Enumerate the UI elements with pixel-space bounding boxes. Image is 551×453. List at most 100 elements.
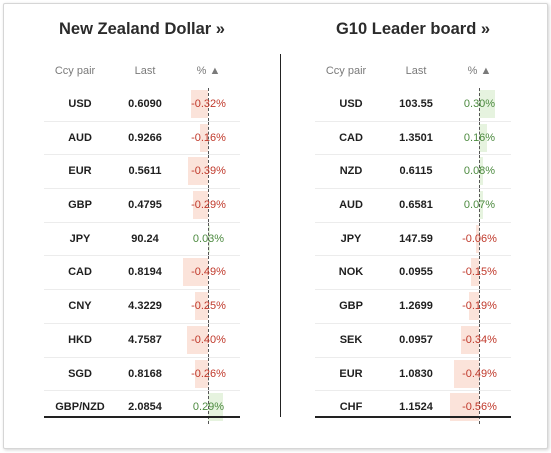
currency-pair: HKD bbox=[68, 333, 92, 346]
table-bottom-rule bbox=[44, 416, 240, 418]
g10-panel-title-link[interactable]: G10 Leader board » bbox=[335, 20, 491, 38]
percent-change: -0.49% bbox=[191, 266, 226, 279]
percent-change: 0.16% bbox=[463, 131, 496, 144]
zero-line bbox=[479, 155, 480, 189]
change-bar bbox=[187, 157, 208, 186]
table-header: Ccy pair Last % ▲ bbox=[315, 62, 511, 86]
g10-table-body: USD 103.55 0.30% CAD 1.3501 0.16% NZD 0.6115 0.0… bbox=[315, 88, 511, 424]
table-row[interactable]: EUR 1.0830 -0.49% bbox=[315, 356, 511, 391]
percent-change: -0.26% bbox=[191, 367, 226, 380]
currency-pair: AUD bbox=[68, 131, 92, 144]
currency-pair: GBP bbox=[68, 199, 92, 212]
column-header-pct-sort[interactable]: % ▲ bbox=[196, 65, 221, 77]
currency-pair: GBP/NZD bbox=[55, 401, 105, 414]
zero-line bbox=[208, 256, 209, 290]
column-header-last: Last bbox=[405, 65, 427, 77]
percent-change: -0.32% bbox=[191, 98, 226, 110]
table-row[interactable]: HKD 4.7587 -0.40% bbox=[44, 322, 240, 357]
percent-change: -0.25% bbox=[191, 300, 226, 313]
percent-change: 0.30% bbox=[463, 98, 496, 110]
currency-pair: CAD bbox=[68, 266, 92, 279]
zero-line bbox=[208, 155, 209, 189]
table-row[interactable]: CNY 4.3229 -0.25% bbox=[44, 289, 240, 323]
zero-line bbox=[208, 222, 209, 256]
change-cell: -0.25% bbox=[177, 290, 240, 323]
zero-line bbox=[479, 256, 480, 290]
percent-change: -0.49% bbox=[462, 367, 497, 380]
table-row[interactable]: SGD 0.8168 -0.26% bbox=[44, 356, 240, 391]
table-row[interactable]: NOK 0.0955 -0.15% bbox=[315, 255, 511, 290]
currency-pair: EUR bbox=[68, 165, 92, 178]
currency-pair: USD bbox=[339, 98, 363, 110]
table-row[interactable]: CHF 1.1524 -0.56% bbox=[315, 390, 511, 424]
zero-line bbox=[208, 121, 209, 155]
table-row[interactable]: NZD 0.6115 0.08% bbox=[315, 154, 511, 189]
last-price: 103.55 bbox=[399, 98, 433, 110]
zero-line bbox=[208, 88, 209, 121]
change-bar bbox=[208, 393, 223, 422]
table-row[interactable]: AUD 0.9266 -0.16% bbox=[44, 120, 240, 155]
percent-change: -0.19% bbox=[462, 300, 497, 313]
change-cell: -0.06% bbox=[448, 222, 511, 256]
table-row[interactable]: USD 0.6090 -0.32% bbox=[44, 88, 240, 121]
zero-line bbox=[208, 290, 209, 323]
table-row[interactable]: JPY 90.24 0.03% bbox=[44, 221, 240, 256]
table-row[interactable]: GBP/NZD 2.0854 0.29% bbox=[44, 390, 240, 424]
table-row[interactable]: JPY 147.59 -0.06% bbox=[315, 221, 511, 256]
change-bar bbox=[182, 258, 208, 287]
percent-change: -0.06% bbox=[462, 232, 497, 245]
column-header-pct-sort[interactable]: % ▲ bbox=[467, 65, 492, 77]
last-price: 1.2699 bbox=[399, 300, 433, 313]
change-cell: -0.19% bbox=[448, 290, 511, 323]
change-cell: -0.26% bbox=[177, 357, 240, 391]
widget-frame: New Zealand Dollar » Ccy pair Last % ▲ U… bbox=[3, 3, 548, 449]
table-row[interactable]: CAD 0.8194 -0.49% bbox=[44, 255, 240, 290]
last-price: 0.0955 bbox=[399, 266, 433, 279]
last-price: 1.1524 bbox=[399, 401, 433, 414]
change-bar bbox=[195, 292, 208, 321]
change-cell: 0.16% bbox=[448, 121, 511, 155]
last-price: 0.6115 bbox=[399, 165, 433, 178]
change-bar bbox=[193, 191, 208, 220]
table-row[interactable]: AUD 0.6581 0.07% bbox=[315, 188, 511, 222]
currency-pair: JPY bbox=[69, 232, 91, 245]
change-cell: -0.16% bbox=[177, 121, 240, 155]
percent-change: 0.03% bbox=[192, 232, 225, 245]
table-row[interactable]: EUR 0.5611 -0.39% bbox=[44, 154, 240, 189]
percent-change: -0.16% bbox=[191, 131, 226, 144]
last-price: 4.7587 bbox=[128, 333, 162, 346]
table-row[interactable]: CAD 1.3501 0.16% bbox=[315, 120, 511, 155]
change-cell: -0.39% bbox=[177, 155, 240, 189]
last-price: 0.0957 bbox=[399, 333, 433, 346]
zero-line bbox=[479, 357, 480, 391]
currency-pair: NOK bbox=[338, 266, 364, 279]
table-row[interactable]: GBP 1.2699 -0.19% bbox=[315, 289, 511, 323]
zero-line bbox=[479, 121, 480, 155]
column-header-pair: Ccy pair bbox=[325, 65, 367, 77]
last-price: 0.8168 bbox=[128, 367, 162, 380]
change-cell: -0.49% bbox=[448, 357, 511, 391]
currency-pair: SEK bbox=[339, 333, 363, 346]
change-bar bbox=[469, 292, 479, 321]
last-price: 0.5611 bbox=[128, 165, 162, 178]
percent-change: -0.40% bbox=[191, 333, 226, 346]
percent-change: 0.08% bbox=[463, 165, 496, 178]
change-cell: 0.30% bbox=[448, 88, 511, 121]
last-price: 2.0854 bbox=[128, 401, 162, 414]
last-price: 4.3229 bbox=[128, 300, 162, 313]
currency-pair: GBP bbox=[339, 300, 363, 313]
table-row[interactable]: USD 103.55 0.30% bbox=[315, 88, 511, 121]
change-bar bbox=[453, 359, 479, 388]
last-price: 1.0830 bbox=[399, 367, 433, 380]
change-bar bbox=[199, 123, 208, 152]
nzd-panel-title-link[interactable]: New Zealand Dollar » bbox=[59, 20, 225, 38]
change-bar bbox=[187, 325, 208, 354]
last-price: 147.59 bbox=[399, 232, 433, 245]
column-header-last: Last bbox=[134, 65, 156, 77]
change-bar bbox=[191, 90, 208, 118]
change-cell: -0.32% bbox=[177, 88, 240, 121]
table-row[interactable]: SEK 0.0957 -0.34% bbox=[315, 322, 511, 357]
table-row[interactable]: GBP 0.4795 -0.29% bbox=[44, 188, 240, 222]
change-bar bbox=[194, 359, 208, 388]
change-cell: -0.34% bbox=[448, 323, 511, 357]
